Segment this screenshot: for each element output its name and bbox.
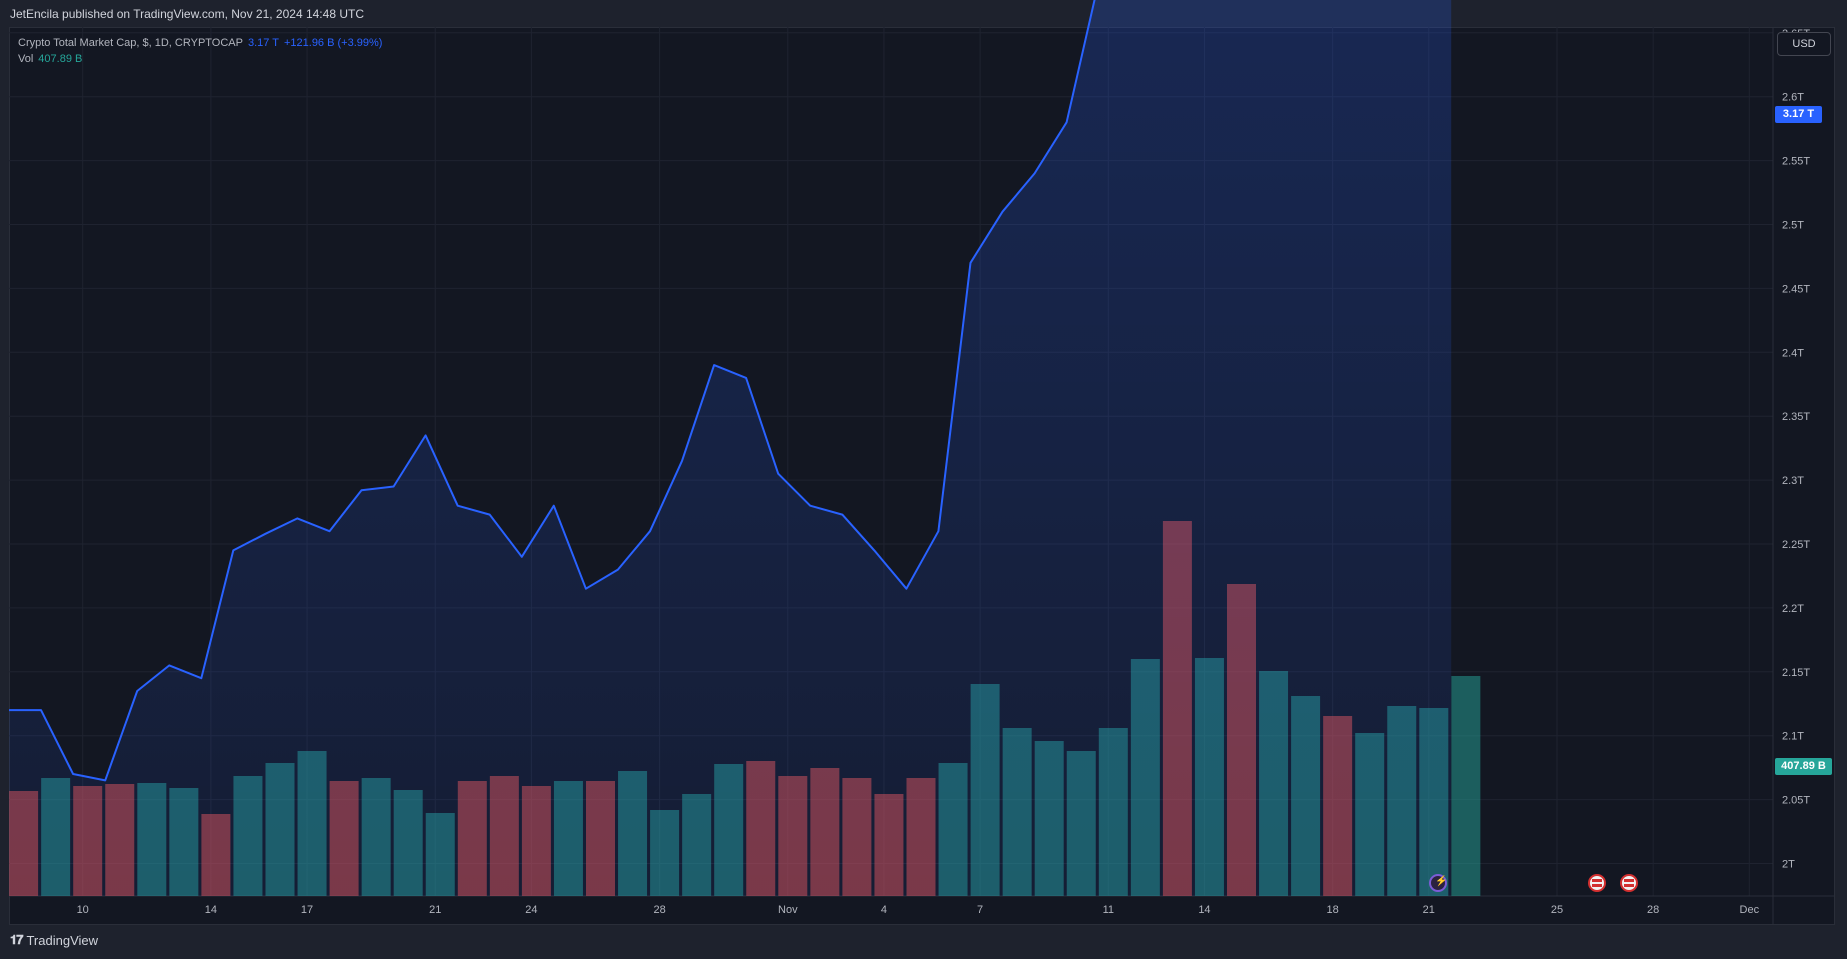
x-tick-label: 21 bbox=[1423, 904, 1435, 916]
volume-bar bbox=[1451, 676, 1481, 896]
area-fill bbox=[9, 0, 1452, 896]
y-tick-label: 2.55T bbox=[1782, 156, 1810, 168]
price-line bbox=[9, 0, 1096, 782]
y-tick-label: 2.45T bbox=[1782, 283, 1810, 295]
legend-change: +121.96 B (+3.99%) bbox=[283, 37, 383, 49]
x-tick-label: 10 bbox=[77, 904, 89, 916]
x-tick-label: 4 bbox=[881, 904, 887, 916]
x-tick-label: 28 bbox=[1647, 904, 1659, 916]
x-tick-label: 24 bbox=[525, 904, 537, 916]
y-tick-label: 2.3T bbox=[1782, 475, 1804, 487]
last-price-label: 3.17 T bbox=[1775, 106, 1822, 123]
currency-button[interactable]: USD bbox=[1777, 32, 1831, 56]
y-tick-label: 2.35T bbox=[1782, 411, 1810, 423]
x-tick-label: 14 bbox=[1198, 904, 1210, 916]
published-info: JetEncila published on TradingView.com, … bbox=[10, 7, 364, 21]
us-flag-event-icon[interactable] bbox=[1588, 874, 1606, 892]
legend-last-value: 3.17 T bbox=[247, 37, 279, 49]
x-tick-label: 18 bbox=[1327, 904, 1339, 916]
x-tick-label: 25 bbox=[1551, 904, 1563, 916]
x-tick-label: Nov bbox=[778, 904, 798, 916]
footer-brand[interactable]: TradingView bbox=[26, 932, 99, 948]
x-tick-label: 11 bbox=[1103, 904, 1114, 916]
legend: Crypto Total Market Cap, $, 1D, CRYPTOCA… bbox=[18, 35, 382, 67]
top-bar: JetEncila published on TradingView.com, … bbox=[0, 0, 1847, 27]
legend-symbol-row: Crypto Total Market Cap, $, 1D, CRYPTOCA… bbox=[18, 35, 382, 51]
x-tick-label: 17 bbox=[301, 904, 313, 916]
y-tick-label: 2.15T bbox=[1782, 667, 1810, 679]
x-tick-label: 28 bbox=[653, 904, 665, 916]
y-tick-label: 2.05T bbox=[1782, 795, 1810, 807]
x-tick-label: 14 bbox=[205, 904, 217, 916]
legend-volume-value: 407.89 B bbox=[38, 53, 83, 65]
flash-event-icon[interactable]: ⚡ bbox=[1429, 874, 1447, 892]
last-volume-label: 407.89 B bbox=[1775, 758, 1832, 775]
us-flag-event-icon[interactable] bbox=[1620, 874, 1638, 892]
y-tick-label: 2.1T bbox=[1782, 731, 1804, 743]
y-tick-label: 2.2T bbox=[1782, 603, 1804, 615]
y-tick-label: 2.5T bbox=[1782, 220, 1804, 232]
x-tick-label: 7 bbox=[977, 904, 983, 916]
legend-symbol[interactable]: Crypto Total Market Cap, $, 1D, CRYPTOCA… bbox=[18, 37, 243, 49]
y-tick-label: 2T bbox=[1782, 859, 1795, 871]
y-tick-label: 2.6T bbox=[1782, 92, 1804, 104]
y-tick-label: 2.25T bbox=[1782, 539, 1810, 551]
footer: 𝟏𝟕 TradingView bbox=[10, 932, 98, 948]
x-tick-label: 21 bbox=[429, 904, 441, 916]
y-tick-label: 2.4T bbox=[1782, 347, 1804, 359]
legend-volume-row: Vol 407.89 B bbox=[18, 51, 382, 67]
x-tick-label: Dec bbox=[1740, 904, 1760, 916]
legend-volume-label[interactable]: Vol bbox=[18, 53, 34, 65]
tradingview-logo-icon[interactable]: 𝟏𝟕 bbox=[10, 932, 24, 947]
